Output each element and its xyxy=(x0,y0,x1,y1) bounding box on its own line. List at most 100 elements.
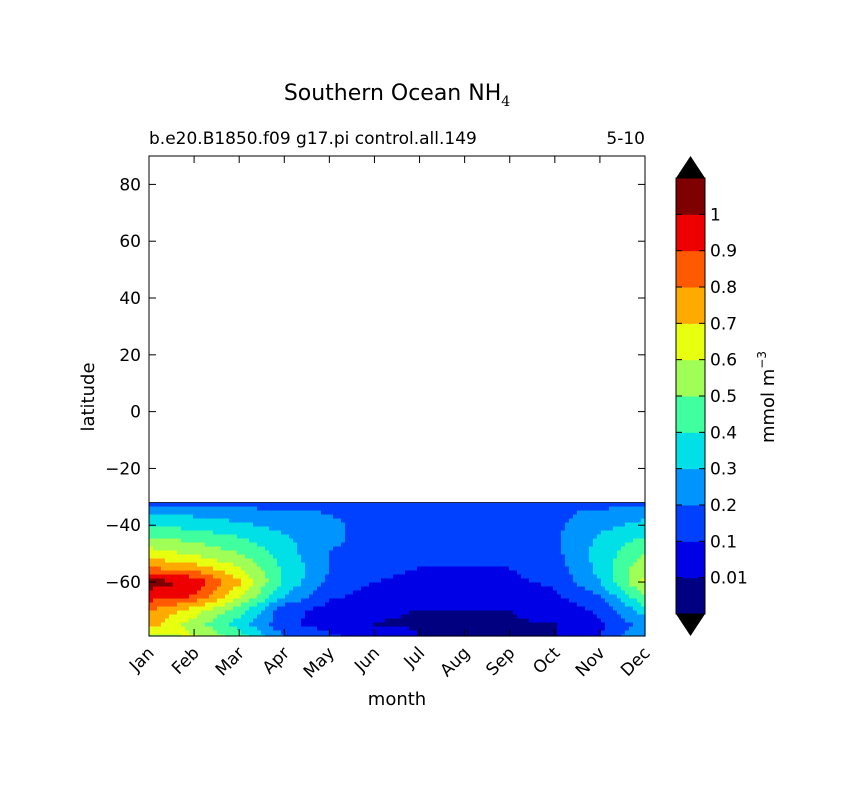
contour-cell xyxy=(557,622,606,628)
contour-cell xyxy=(593,610,618,616)
contour-cell xyxy=(637,558,646,564)
contour-cell xyxy=(625,602,642,608)
contour-cell xyxy=(265,574,282,580)
contour-cell xyxy=(261,630,282,636)
contour-cell xyxy=(181,622,206,628)
contour-cell xyxy=(149,566,162,572)
contour-cell xyxy=(149,586,154,592)
contour-cell xyxy=(613,526,646,532)
contour-cell xyxy=(517,570,570,576)
contour-cell xyxy=(189,630,218,636)
contour-cell xyxy=(257,542,298,548)
contour-cell xyxy=(225,602,242,608)
contour-cell xyxy=(589,546,622,552)
contour-cell xyxy=(613,558,638,564)
contour-cell xyxy=(177,550,238,556)
contour-cell xyxy=(569,570,594,576)
contour-cell xyxy=(149,510,322,516)
contour-cell xyxy=(565,554,590,560)
contour-cell xyxy=(577,510,646,516)
colorbar-segment xyxy=(676,250,705,288)
contour-cell xyxy=(641,578,646,584)
contour-cell xyxy=(333,514,574,520)
contour-cell xyxy=(217,558,254,564)
contour-cell xyxy=(213,574,234,580)
colorbar-tick-label: 0.5 xyxy=(710,387,737,407)
contour-cell xyxy=(593,570,614,576)
contour-cell xyxy=(301,622,374,628)
colorbar-segment xyxy=(676,432,705,470)
contour-cell xyxy=(225,610,246,616)
contour-cell xyxy=(233,618,254,624)
contour-cell xyxy=(589,554,618,560)
contour-cell xyxy=(233,562,258,568)
colorbar-segment xyxy=(676,323,705,361)
contour-cell xyxy=(201,610,226,616)
contour-cell xyxy=(257,594,270,600)
contour-cell xyxy=(177,602,206,608)
contour-cell xyxy=(289,534,346,540)
y-tick-label: 80 xyxy=(119,175,141,195)
contour-cell xyxy=(417,630,558,636)
contour-cell xyxy=(261,610,274,616)
colorbar-segment xyxy=(676,359,705,397)
contour-cell xyxy=(565,562,594,568)
contour-cell xyxy=(225,570,246,576)
contour-cell xyxy=(325,574,394,580)
contour-cell xyxy=(561,550,590,556)
contour-cell xyxy=(605,586,622,592)
contour-cell xyxy=(189,594,210,600)
contour-cell xyxy=(221,546,266,552)
contour-cell xyxy=(593,566,614,572)
contour-cell xyxy=(257,614,274,620)
contour-cell xyxy=(177,610,202,616)
contour-cell xyxy=(213,618,234,624)
contour-cell xyxy=(305,574,326,580)
contour-cell xyxy=(257,626,274,632)
contour-cell xyxy=(149,578,166,584)
contour-cell xyxy=(157,606,190,612)
colorbar-label-superscript: −3 xyxy=(755,351,769,369)
contour-cell xyxy=(625,630,646,636)
contour-cell xyxy=(273,554,302,560)
contour-cell xyxy=(637,610,646,616)
contour-cell xyxy=(625,618,646,624)
contour-cell xyxy=(621,546,646,552)
contour-cell xyxy=(629,570,646,576)
contour-cell xyxy=(149,546,154,552)
contour-cell xyxy=(149,554,202,560)
contour-cell xyxy=(393,574,522,580)
contour-cell xyxy=(593,538,634,544)
contour-cell xyxy=(149,602,178,608)
contour-cell xyxy=(633,606,646,612)
contour-cell xyxy=(561,538,594,544)
contour-cell xyxy=(629,594,646,600)
contour-cell xyxy=(609,602,626,608)
contour-cell xyxy=(341,518,570,524)
contour-cell xyxy=(301,578,326,584)
contour-cell xyxy=(257,506,610,512)
contour-cell xyxy=(557,590,594,596)
x-tick-label: Aug xyxy=(437,643,475,681)
contour-cell xyxy=(329,558,566,564)
contour-cell xyxy=(597,614,622,620)
contour-cell xyxy=(309,594,346,600)
y-tick-label: −20 xyxy=(105,459,141,479)
colorbar-tick-label: 0.1 xyxy=(710,532,737,552)
colorbar-tick-label: 1 xyxy=(710,205,721,225)
contour-cell xyxy=(593,542,626,548)
contour-cell xyxy=(237,626,258,632)
contour-cell xyxy=(233,598,250,604)
colorbar-extend-max xyxy=(676,156,705,178)
contour-cell xyxy=(209,594,226,600)
contour-cell xyxy=(281,566,306,572)
contour-cell xyxy=(149,626,186,632)
contour-cell xyxy=(213,606,234,612)
contour-cell xyxy=(405,570,518,576)
contour-cell xyxy=(189,606,214,612)
contour-cell xyxy=(561,546,590,552)
contour-cell xyxy=(325,602,578,608)
contour-cell xyxy=(249,538,294,544)
contour-cell xyxy=(589,550,618,556)
